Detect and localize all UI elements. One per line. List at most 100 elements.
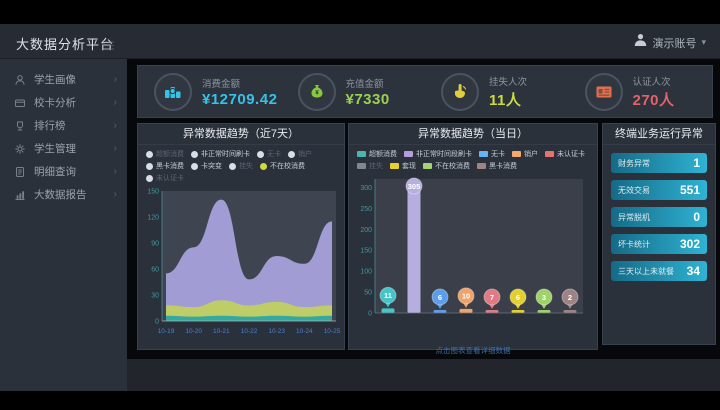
legend-dot-icon: [191, 162, 198, 170]
legend-row: 黑卡消费 卡突变 挂失 不在校消费: [146, 161, 338, 171]
legend-item[interactable]: 卡突变: [191, 161, 222, 171]
terminal-item-1[interactable]: 财务异常 1: [611, 153, 707, 173]
legend-item[interactable]: 非正常时间刷卡: [191, 149, 250, 159]
bar[interactable]: [407, 185, 421, 313]
legend-item[interactable]: 无卡: [257, 149, 281, 159]
sidebar-item-5[interactable]: 明细查询 ›: [0, 160, 127, 183]
svg-text:6: 6: [516, 293, 520, 302]
legend-item[interactable]: 销户: [288, 149, 312, 159]
svg-text:10: 10: [462, 292, 470, 301]
legend-square-icon: [404, 151, 413, 157]
bar-chart[interactable]: 0 50 100 150 200 250 300 11 305 6 10 7 6 3 2: [349, 173, 597, 344]
kpi-label: 充值金额: [345, 78, 384, 90]
bar[interactable]: [563, 310, 577, 313]
legend-label: 无卡: [267, 151, 281, 158]
sidebar-item-label: 大数据报告: [34, 189, 87, 201]
sidebar-collapse-icon[interactable]: [103, 37, 114, 55]
chevron-right-icon: ›: [113, 189, 117, 200]
svg-text:30: 30: [151, 293, 159, 300]
terminal-item-value: 1: [693, 156, 700, 170]
terminal-item-label: 无效交易: [618, 185, 650, 195]
svg-text:200: 200: [360, 227, 372, 234]
legend-label: 销户: [524, 151, 538, 158]
legend-label: 销户: [298, 151, 312, 158]
legend-item[interactable]: 无卡: [479, 149, 505, 159]
legend-item[interactable]: 非正常时间段刷卡: [404, 149, 472, 159]
kpi-item-2: ¥ 充值金额 ¥7330: [282, 66, 426, 117]
legend-item[interactable]: 未认证卡: [146, 173, 184, 183]
legend-item[interactable]: 不在校消费: [423, 161, 470, 171]
daily-trend-panel: 异常数据趋势（当日） 超额消费 非正常时间段刷卡 无卡 销户 未认证卡挂失 套现 不在校消费…: [348, 123, 598, 355]
legend-label: 套现: [402, 163, 416, 170]
bar[interactable]: [537, 310, 551, 313]
terminal-item-4[interactable]: 坏卡统计 302: [611, 234, 707, 254]
chart-icon: [14, 189, 26, 201]
kpi-label: 消费金额: [202, 78, 241, 90]
balloon-marker: 6: [509, 288, 527, 309]
bar[interactable]: [459, 308, 473, 313]
chart-detail-link[interactable]: 点击图表查看详细数据: [435, 346, 511, 355]
terminal-item-2[interactable]: 无效交易 551: [611, 180, 707, 200]
trophy-icon: [14, 120, 26, 132]
terminal-item-label: 财务异常: [618, 158, 650, 168]
legend-item[interactable]: 黑卡消费: [477, 161, 517, 171]
sidebar-item-6[interactable]: 大数据报告 ›: [0, 183, 127, 206]
legend-label: 非正常时间段刷卡: [416, 151, 472, 158]
kpi-item-1: 消费金额 ¥12709.42: [138, 66, 282, 117]
legend-item[interactable]: 超额消费: [146, 149, 184, 159]
series-超额消费: [166, 315, 332, 321]
svg-text:11: 11: [384, 291, 392, 300]
svg-text:50: 50: [364, 290, 372, 297]
legend-square-icon: [423, 163, 432, 169]
terminal-item-5[interactable]: 三天以上未就餐 34: [611, 261, 707, 281]
legend-square-icon: [357, 163, 366, 169]
user-avatar-icon: [634, 33, 647, 52]
header-bar: 大数据分析平台 演示账号 ▾: [0, 24, 720, 59]
kpi-label: 挂失人次: [489, 76, 528, 88]
legend-item[interactable]: 未认证卡: [545, 149, 585, 159]
bar[interactable]: [511, 310, 525, 313]
legend-item[interactable]: 黑卡消费: [146, 161, 184, 171]
kpi-icon-ring: [441, 72, 479, 111]
bar-chart-svg: 0 50 100 150 200 250 300 11 305 6 10 7 6 3 2: [360, 177, 583, 318]
legend-item[interactable]: 不在校消费: [260, 161, 305, 171]
daily-trend-title: 异常数据趋势（当日）: [349, 124, 597, 145]
svg-text:¥: ¥: [315, 90, 319, 96]
legend-dot-icon: [288, 150, 295, 158]
bar[interactable]: [381, 308, 395, 313]
terminal-item-3[interactable]: 异常脱机 0: [611, 207, 707, 227]
legend-item[interactable]: 挂失: [357, 161, 383, 171]
series-不在校消费: [166, 300, 332, 321]
bar[interactable]: [485, 310, 499, 313]
sidebar-item-label: 校卡分析: [34, 97, 76, 109]
legend-row: 超额消费 非正常时间段刷卡 无卡 销户 未认证卡: [357, 149, 591, 159]
svg-text:10-22: 10-22: [241, 328, 258, 335]
svg-text:90: 90: [151, 241, 159, 248]
legend-item[interactable]: 挂失: [229, 161, 253, 171]
area-chart[interactable]: 0 30 60 90 120 150 10-19 10-20 10-21 10-22 10-23 10…: [138, 185, 344, 350]
legend-item[interactable]: 销户: [512, 149, 538, 159]
legend-label: 不在校消费: [435, 163, 470, 170]
coins-icon: [163, 82, 183, 102]
sidebar-item-1[interactable]: 学生画像 ›: [0, 68, 127, 91]
user-menu[interactable]: 演示账号 ▾: [634, 33, 706, 52]
svg-text:6: 6: [438, 293, 442, 302]
legend-item[interactable]: 超额消费: [357, 149, 397, 159]
sidebar-item-2[interactable]: 校卡分析 ›: [0, 91, 127, 114]
svg-text:10-25: 10-25: [324, 328, 341, 335]
legend-dot-icon: [260, 162, 267, 170]
svg-text:60: 60: [151, 267, 159, 274]
terminal-anomaly-title: 终端业务运行异常: [603, 124, 715, 145]
kpi-value: ¥12709.42: [202, 90, 278, 108]
svg-text:305: 305: [408, 182, 421, 191]
svg-text:150: 150: [147, 189, 159, 196]
sidebar-item-4[interactable]: 学生管理 ›: [0, 137, 127, 160]
legend-label: 挂失: [369, 163, 383, 170]
daily-trend-legend: 超额消费 非正常时间段刷卡 无卡 销户 未认证卡挂失 套现 不在校消费 黑卡消费: [349, 145, 597, 171]
kpi-text: 认证人次 270人: [633, 74, 675, 110]
legend-item[interactable]: 套现: [390, 161, 416, 171]
sidebar-item-3[interactable]: 排行榜 ›: [0, 114, 127, 137]
legend-square-icon: [479, 151, 488, 157]
bar[interactable]: [433, 310, 447, 313]
svg-text:250: 250: [360, 206, 372, 213]
